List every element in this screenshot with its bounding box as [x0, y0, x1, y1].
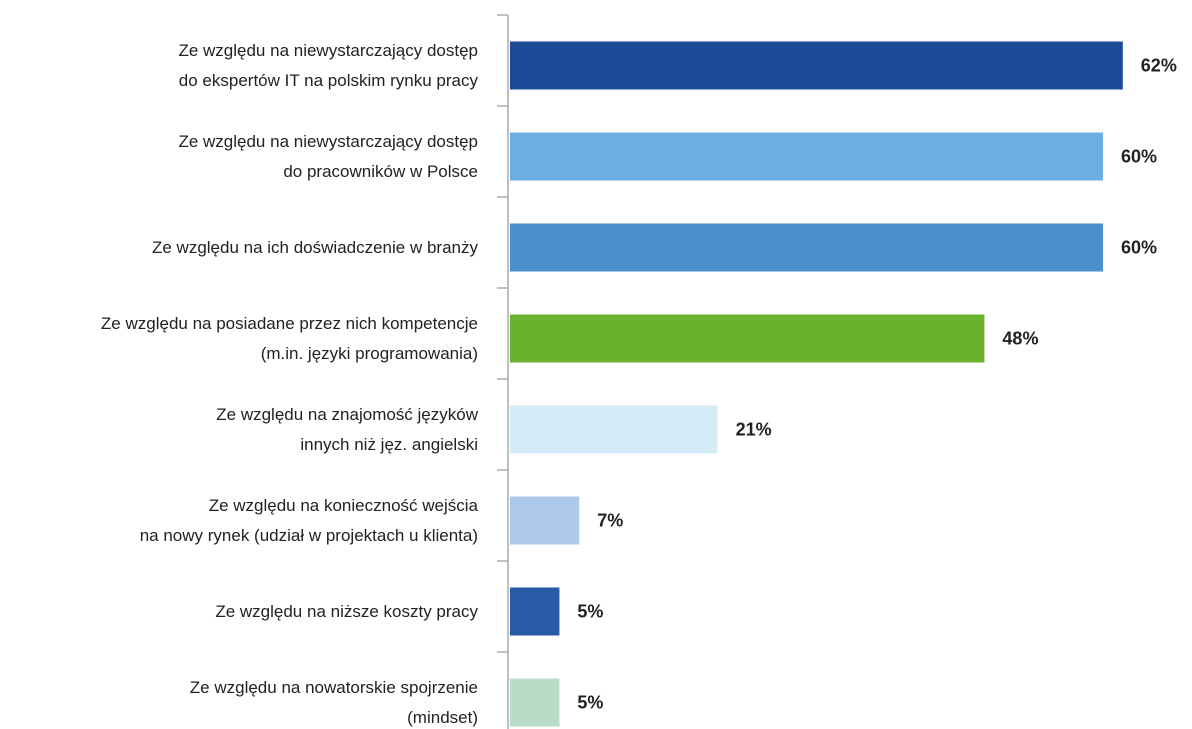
- bar: [510, 496, 580, 545]
- value-label: 7%: [597, 510, 624, 530]
- value-label: 60%: [1121, 237, 1158, 257]
- category-label: Ze względu na nowatorskie spojrzenie (mi…: [189, 677, 478, 727]
- category-label: Ze względu na niewystarczający dostęp do…: [178, 40, 478, 90]
- category-label: Ze względu na znajomość języków innych n…: [216, 404, 478, 454]
- value-label: 60%: [1121, 146, 1158, 166]
- value-label: 62%: [1140, 55, 1177, 75]
- category-label: Ze względu na ich doświadczenie w branży: [151, 237, 478, 257]
- value-label: 48%: [1002, 328, 1039, 348]
- bar: [510, 41, 1123, 90]
- category-label: Ze względu na posiadane przez nich kompe…: [100, 313, 478, 363]
- value-label: 5%: [577, 692, 604, 712]
- bar: [510, 587, 560, 636]
- bar: [510, 678, 560, 727]
- category-label: Ze względu na niewystarczający dostęp do…: [178, 131, 478, 181]
- bar: [510, 223, 1104, 272]
- bar: [510, 132, 1104, 181]
- category-label: Ze względu na konieczność wejścia na now…: [139, 495, 478, 545]
- bar: [510, 405, 718, 454]
- value-label: 21%: [735, 419, 772, 439]
- category-label: Ze względu na niższe koszty pracy: [215, 601, 478, 621]
- bar: [510, 314, 985, 363]
- value-label: 5%: [577, 601, 604, 621]
